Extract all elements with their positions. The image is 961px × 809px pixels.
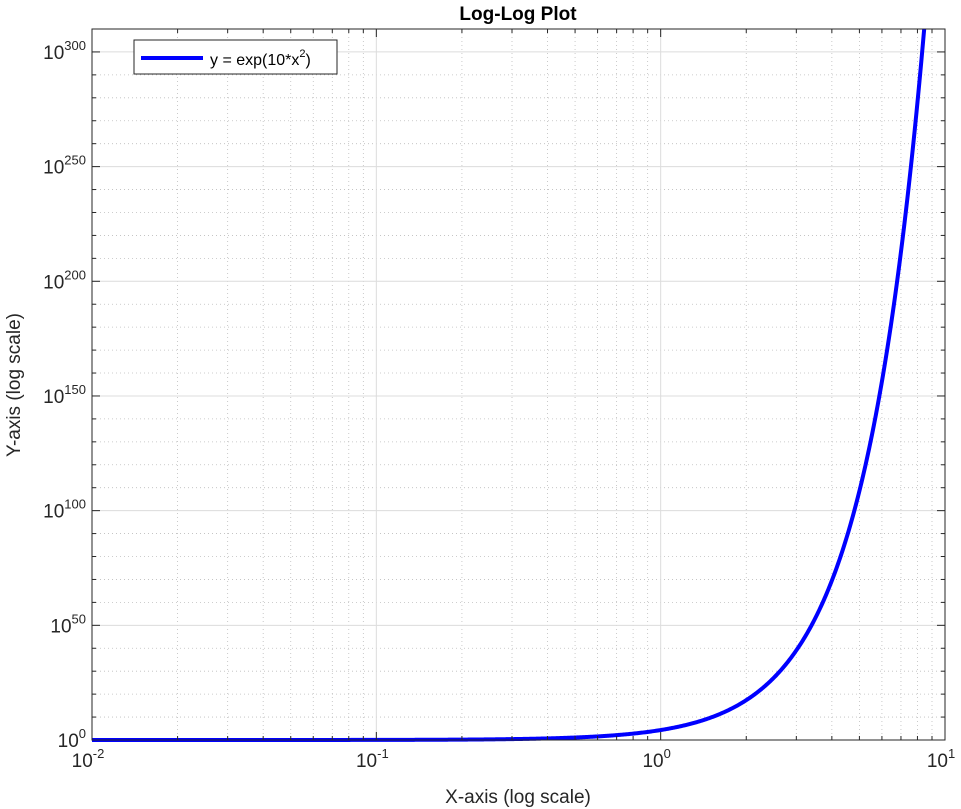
x-tick-label-exp: -2 (93, 746, 105, 761)
y-tick-label: 1050 (50, 611, 86, 637)
y-tick-label: 10250 (43, 153, 86, 179)
y-tick-label-base: 10 (43, 387, 64, 408)
x-tick-label-exp: 1 (948, 746, 955, 761)
plot-frame (91, 28, 946, 741)
y-tick-label: 10150 (43, 382, 86, 408)
legend-label-main: y = exp(10*x (210, 52, 299, 69)
legend: y = exp(10*x2) (133, 39, 338, 75)
y-tick-label: 10100 (43, 497, 86, 523)
x-tick-label: 101 (927, 746, 955, 772)
y-tick-label-base: 10 (43, 272, 64, 293)
x-tick-label-base: 10 (927, 751, 948, 772)
x-tick-label-base: 10 (356, 751, 377, 772)
chart-title: Log-Log Plot (459, 4, 577, 25)
y-tick-label-exp: 100 (64, 497, 86, 512)
y-tick-label-exp: 150 (64, 382, 86, 397)
legend-label-close: ) (306, 52, 311, 69)
minor-grid (92, 28, 945, 740)
y-tick-label-base: 10 (43, 43, 64, 64)
y-tick-label-base: 10 (58, 731, 79, 752)
y-tick-label-exp: 200 (64, 267, 86, 282)
x-axis-label: X-axis (log scale) (445, 787, 591, 808)
y-tick-label-exp: 250 (64, 153, 86, 168)
x-tick-label: 100 (642, 746, 670, 772)
y-tick-label: 10200 (43, 267, 86, 293)
y-tick-label: 10300 (43, 38, 86, 64)
x-tick-label-base: 10 (642, 751, 663, 772)
y-axis-label: Y-axis (log scale) (4, 313, 25, 457)
y-tick-label-base: 10 (43, 502, 64, 523)
x-tick-labels: 10-2 10-1 100 101 (72, 746, 956, 772)
legend-label-sup: 2 (299, 48, 305, 60)
x-tick-label-exp: 0 (664, 746, 671, 761)
x-tick-label-base: 10 (72, 751, 93, 772)
y-tick-label-exp: 50 (72, 611, 86, 626)
legend-entry-label: y = exp(10*x2) (210, 48, 311, 69)
y-tick-label-base: 10 (43, 158, 64, 179)
y-tick-label-exp: 300 (64, 38, 86, 53)
y-tick-label-base: 10 (50, 616, 71, 637)
plot-area (92, 29, 945, 740)
x-tick-label: 10-1 (356, 746, 389, 772)
x-tick-label: 10-2 (72, 746, 105, 772)
tick-marks (91, 28, 946, 741)
y-tick-label: 100 (58, 726, 86, 752)
y-tick-label-exp: 0 (79, 726, 86, 741)
x-tick-label-exp: -1 (377, 746, 389, 761)
